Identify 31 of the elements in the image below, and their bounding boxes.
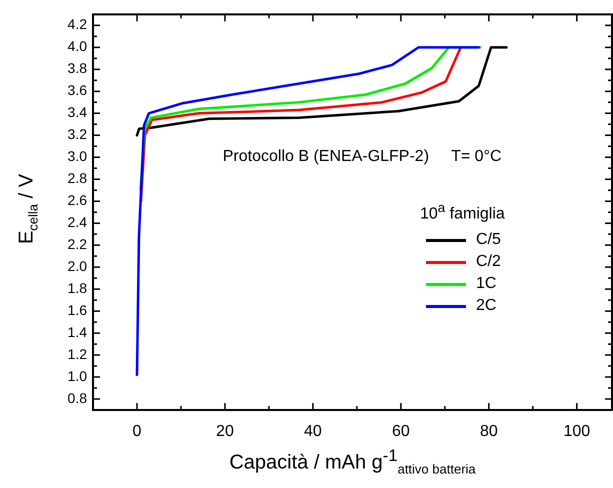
x-tick-label: 100 [563, 423, 590, 440]
x-tick-label: 20 [216, 423, 234, 440]
y-tick-label: 4.2 [68, 16, 88, 32]
legend-label: C/5 [475, 230, 502, 250]
y-tick-label: 3.4 [68, 104, 88, 120]
x-tick-label: 40 [304, 423, 322, 440]
annotation: Protocollo B (ENEA-GLFP-2) [222, 148, 430, 166]
legend-title: 10$^{a}$ famiglia [420, 200, 505, 224]
x-tick-label: 60 [392, 423, 410, 440]
y-tick-label: 3.2 [68, 126, 88, 142]
y-tick-label: 1.0 [68, 368, 88, 384]
annotation: T= 0°C [451, 148, 502, 166]
y-tick-label: 3.6 [68, 82, 88, 98]
x-tick-label: 0 [132, 423, 142, 440]
y-tick-label: 2.8 [68, 170, 88, 186]
y-tick-label: 2.2 [68, 236, 88, 252]
y-tick-label: 0.8 [68, 390, 88, 406]
legend-label: C/2 [475, 252, 502, 272]
legend-label: 1C [475, 274, 498, 294]
x-tick-label: 80 [480, 423, 498, 440]
y-tick-label: 3.8 [68, 60, 88, 76]
y-tick-label: 2.4 [68, 214, 88, 230]
y-tick-label: 3.0 [68, 148, 88, 164]
y-tick-label: 1.2 [68, 346, 88, 362]
y-tick-label: 4.0 [68, 38, 88, 54]
legend-label: 2C [475, 296, 498, 316]
y-tick-label: 1.4 [68, 324, 88, 340]
y-tick-label: 1.8 [68, 280, 88, 296]
y-tick-label: 2.6 [68, 192, 88, 208]
y-tick-label: 1.6 [68, 302, 88, 318]
y-tick-label: 2.0 [68, 258, 88, 274]
